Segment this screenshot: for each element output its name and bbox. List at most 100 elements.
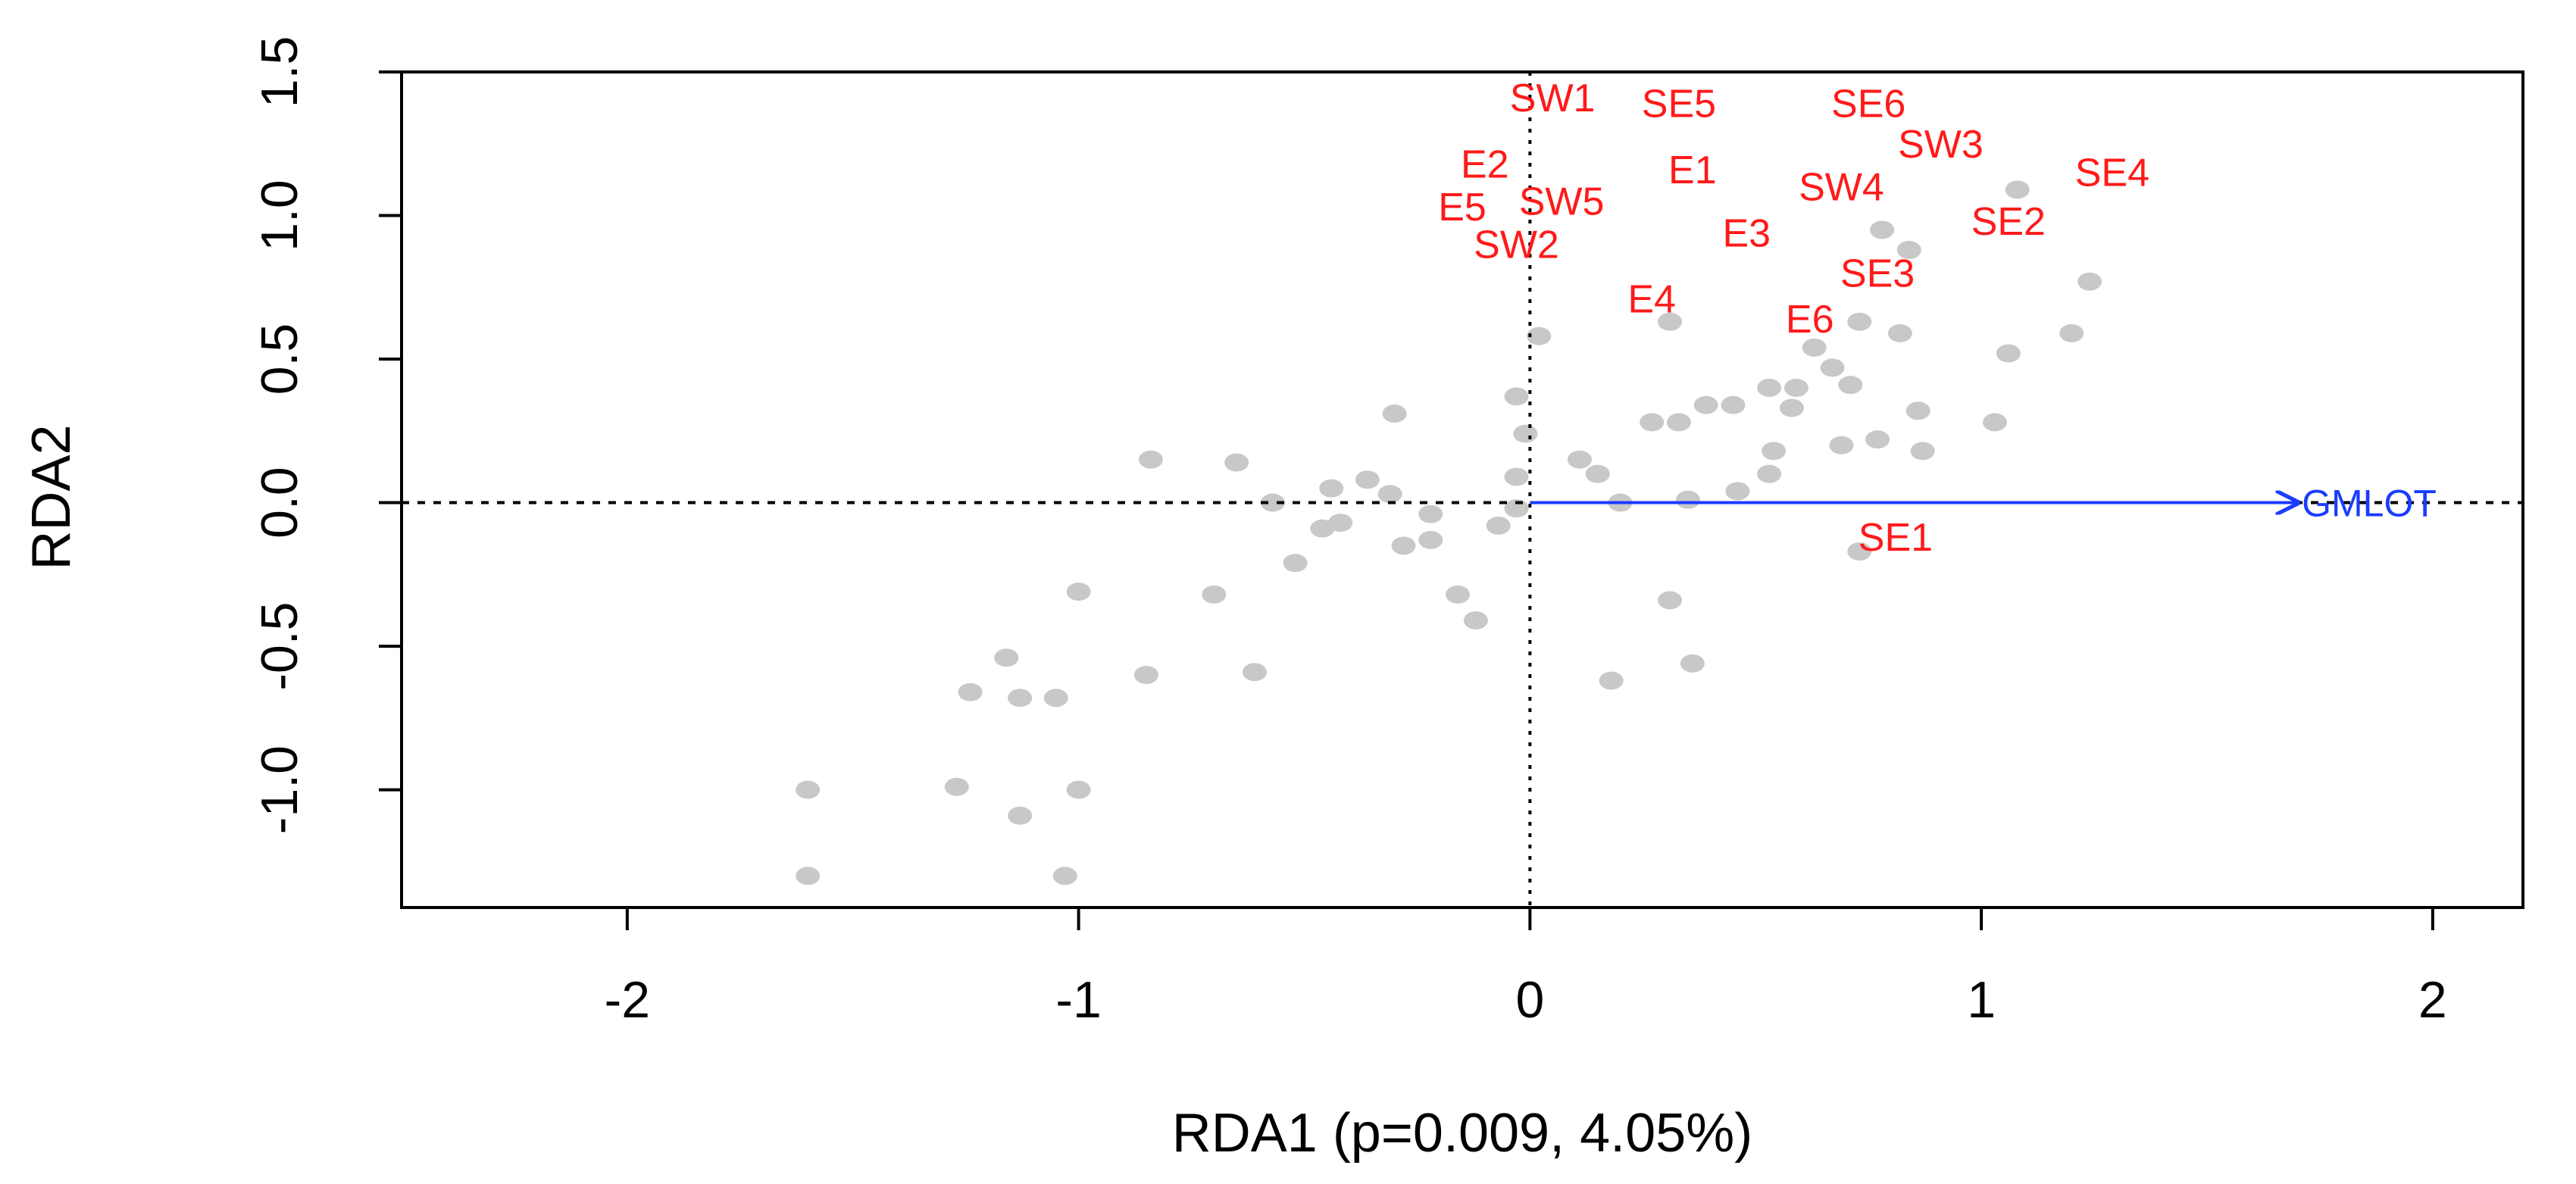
sample-point <box>1418 505 1443 523</box>
site-label: SE4 <box>2075 152 2149 195</box>
sample-point <box>1829 436 1854 455</box>
sample-point <box>1260 493 1285 512</box>
env-vector-layer: GMLOT <box>1530 483 2437 525</box>
sample-point <box>1996 344 2021 363</box>
sample-point <box>1513 424 1538 443</box>
sample-point <box>1066 780 1091 799</box>
sample-point <box>1052 867 1077 886</box>
site-label: SW3 <box>1898 123 1984 167</box>
sample-point <box>958 683 983 701</box>
sample-point <box>1838 376 1863 395</box>
sample-point <box>1784 378 1809 397</box>
site-label: E1 <box>1668 148 1717 192</box>
points-layer <box>796 180 2102 886</box>
sample-point <box>1887 323 1912 342</box>
y-tick-label: 0.0 <box>251 467 308 539</box>
sample-point <box>1870 220 1895 239</box>
sample-point <box>1355 470 1380 489</box>
sample-point <box>1008 806 1033 825</box>
sample-point <box>1066 583 1091 601</box>
sample-point <box>1658 591 1683 610</box>
sample-point <box>1283 554 1308 573</box>
env-vector-label: GMLOT <box>2302 483 2437 525</box>
sample-point <box>1377 485 1402 504</box>
sample-point <box>1382 405 1407 423</box>
site-label: SE1 <box>1859 516 1933 560</box>
x-axis-title: RDA1 (p=0.009, 4.05%) <box>1172 1103 1752 1164</box>
site-label: SW2 <box>1474 223 1559 267</box>
sample-point <box>1658 312 1683 331</box>
sample-point <box>2059 323 2084 342</box>
sample-point <box>1757 378 1782 397</box>
y-tick-label: -1.0 <box>251 745 308 834</box>
sample-point <box>1666 413 1691 432</box>
sample-point <box>1762 442 1787 461</box>
axes-layer: -2 -1 0 1 2 -1.0 -0.5 0.0 0.5 1.0 1.5 <box>251 36 2447 1029</box>
sample-point <box>1680 654 1705 673</box>
sample-point <box>796 780 821 799</box>
sample-point <box>1043 689 1068 708</box>
x-tick-label: -2 <box>605 971 650 1029</box>
site-label: SE5 <box>1642 83 1716 127</box>
sample-point <box>1446 585 1471 604</box>
sample-point <box>1910 442 1935 461</box>
sample-point <box>1693 395 1718 414</box>
x-tick-label: -1 <box>1055 971 1101 1029</box>
sample-point <box>1328 514 1353 533</box>
sample-point <box>1896 241 1921 260</box>
sample-point <box>1319 479 1344 498</box>
sample-point <box>1847 312 1872 331</box>
site-label: SW5 <box>1519 180 1605 224</box>
sample-point <box>1418 530 1443 549</box>
x-tick-label: 0 <box>1515 971 1544 1029</box>
sample-point <box>1242 663 1267 682</box>
site-label: SW4 <box>1799 166 1884 210</box>
sample-point <box>1585 464 1610 483</box>
site-label: E3 <box>1723 211 1771 255</box>
y-tick-label: 0.5 <box>251 323 308 395</box>
sample-point <box>1567 450 1592 469</box>
sample-point <box>1779 398 1804 417</box>
site-label: E2 <box>1461 142 1509 186</box>
x-tick-label: 2 <box>2418 971 2447 1029</box>
y-axis-title: RDA2 <box>21 424 82 570</box>
sample-point <box>1138 450 1163 469</box>
sample-point <box>1527 326 1552 345</box>
sample-point <box>1133 665 1158 684</box>
sample-point <box>1202 585 1227 604</box>
sample-point <box>1847 542 1872 561</box>
sample-point <box>1504 387 1529 406</box>
site-label: E6 <box>1786 298 1834 342</box>
sample-point <box>1865 430 1890 449</box>
sample-point <box>994 648 1019 667</box>
y-tick-label: 1.5 <box>251 36 308 108</box>
sample-point <box>1391 536 1416 555</box>
x-tick-label: 1 <box>1967 971 1996 1029</box>
sample-point <box>1725 482 1750 501</box>
site-label: E5 <box>1438 186 1487 230</box>
sample-point <box>1675 490 1700 509</box>
site-label: SE6 <box>1831 83 1905 127</box>
sample-point <box>1008 689 1033 708</box>
site-label: SW1 <box>1510 77 1596 120</box>
sample-point <box>1599 671 1624 690</box>
sample-point <box>1757 464 1782 483</box>
y-tick-label: -0.5 <box>251 601 308 690</box>
sample-point <box>1905 401 1930 420</box>
sample-point <box>2005 180 2030 199</box>
sample-point <box>1802 338 1827 357</box>
sample-point <box>1463 611 1488 629</box>
sample-point <box>1640 413 1665 432</box>
sample-point <box>1820 358 1845 377</box>
sample-point <box>1504 467 1529 486</box>
sample-point <box>2077 272 2102 291</box>
site-label: E4 <box>1627 277 1676 321</box>
sample-point <box>1982 413 2007 432</box>
sample-point <box>944 777 969 796</box>
y-tick-label: 1.0 <box>251 180 308 251</box>
site-label: SE3 <box>1840 251 1915 295</box>
site-label: SE2 <box>1971 200 2046 244</box>
